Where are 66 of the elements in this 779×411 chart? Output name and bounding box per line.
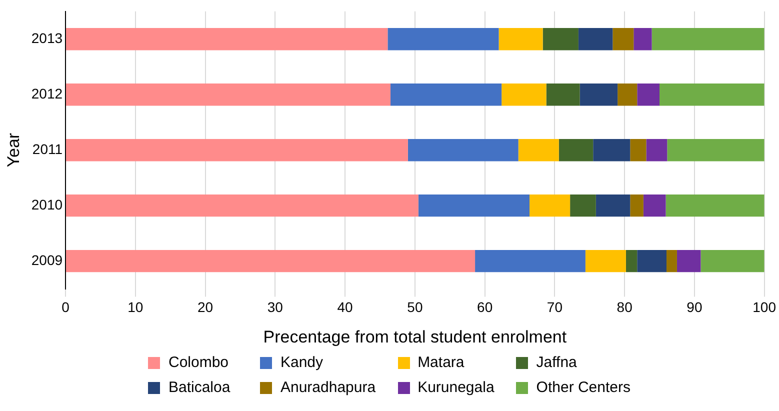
bar — [390, 84, 502, 106]
bar — [646, 139, 668, 162]
legend-label: Anuradhapura — [280, 379, 376, 396]
bar — [518, 139, 559, 162]
x-tick-label: 100 — [752, 299, 776, 316]
bar — [676, 250, 701, 272]
bar — [580, 84, 618, 106]
bar — [634, 28, 652, 50]
x-tick-label: 10 — [128, 299, 144, 316]
bar — [643, 194, 666, 217]
bar — [585, 250, 626, 272]
y-tick-label: 2009 — [31, 252, 63, 268]
x-tick-label: 60 — [477, 299, 493, 316]
bar — [618, 84, 638, 106]
bar — [593, 139, 630, 162]
bar — [578, 28, 613, 50]
legend-label: Matara — [418, 354, 464, 371]
x-tick-label: 90 — [686, 299, 702, 316]
bar — [630, 194, 644, 217]
y-tick-label: 2011 — [32, 140, 63, 157]
bar — [570, 194, 596, 217]
bar — [475, 250, 586, 272]
bar — [558, 139, 594, 162]
bar — [542, 28, 578, 50]
x-tick-label: 0 — [62, 299, 70, 316]
bar — [596, 194, 630, 217]
bar — [700, 250, 764, 272]
bar — [66, 28, 388, 50]
bar — [66, 139, 408, 162]
bar — [546, 84, 580, 106]
bar — [612, 28, 634, 50]
x-tick-label: 20 — [198, 299, 214, 316]
bar — [637, 84, 660, 106]
legend-label: Colombo — [168, 354, 229, 371]
bar — [66, 194, 418, 217]
bar — [408, 139, 518, 162]
bar — [418, 194, 530, 217]
x-tick-label: 30 — [267, 299, 284, 316]
legend-label: Jaffna — [536, 354, 577, 371]
y-tick-label: 2012 — [31, 85, 63, 102]
y-tick-label: 2013 — [31, 30, 63, 46]
bar — [660, 84, 764, 106]
bar — [498, 28, 543, 50]
y-tick-label: 2010 — [31, 196, 63, 212]
x-tick-label: 40 — [337, 299, 354, 316]
bar — [66, 250, 476, 272]
bar — [502, 84, 546, 106]
legend-label: Baticaloa — [168, 379, 230, 396]
x-tick-label: 70 — [546, 299, 563, 316]
bar — [666, 194, 764, 217]
bar — [626, 250, 638, 272]
x-axis-title: Precentage from total student enrolment — [263, 327, 567, 346]
x-tick-label: 80 — [616, 299, 633, 316]
bar — [66, 84, 390, 106]
bar — [667, 139, 764, 162]
bar — [630, 139, 646, 162]
bar — [530, 194, 570, 217]
bar — [652, 28, 764, 50]
legend-label: Kandy — [280, 354, 324, 371]
bar — [388, 28, 499, 50]
y-axis-title: Year — [4, 132, 23, 168]
x-tick-label: 50 — [407, 299, 423, 316]
legend-label: Other Centers — [536, 379, 631, 396]
legend-label: Kurunegala — [418, 379, 494, 396]
bar — [637, 250, 666, 272]
bar — [666, 250, 677, 272]
